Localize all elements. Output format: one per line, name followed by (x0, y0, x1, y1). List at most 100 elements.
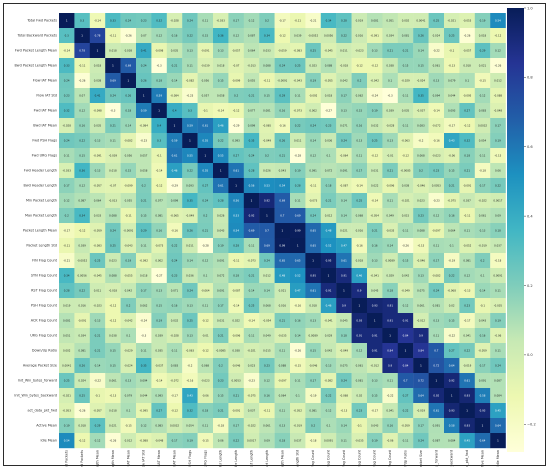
cell-value-label: -0.14 (248, 319, 255, 323)
heatmap-cell (459, 433, 475, 449)
heatmap-cell (274, 43, 291, 59)
heatmap-cell (413, 238, 429, 254)
cell-value-label: -0.028 (63, 124, 72, 128)
heatmap-cell (490, 73, 506, 89)
cell-value-label: -0.1 (357, 424, 362, 428)
cell-value-label: 0.35 (249, 139, 255, 143)
heatmap-cell (74, 328, 90, 344)
heatmap-cell (197, 148, 214, 164)
cell-value-label: -0.097 (432, 229, 441, 233)
cell-value-label: 0.22 (295, 124, 301, 128)
cell-value-label: 0.12 (202, 259, 208, 263)
cell-value-label: 0.22 (495, 184, 501, 188)
heatmap-cell (151, 58, 167, 74)
heatmap-cell (459, 193, 475, 209)
heatmap-cell (336, 28, 352, 44)
heatmap-cell (274, 283, 291, 299)
heatmap-cell (151, 148, 167, 164)
heatmap-cell (367, 13, 383, 29)
heatmap-cell (474, 58, 491, 74)
heatmap-cell (213, 328, 229, 344)
cell-value-label: 0.036 (186, 274, 194, 278)
heatmap-cell (213, 73, 229, 89)
heatmap-cell (166, 28, 183, 44)
cell-value-label: 0.024 (78, 379, 86, 383)
cell-value-label: 0.022 (371, 184, 379, 188)
heatmap-cell (428, 178, 445, 194)
heatmap-cell (274, 268, 291, 284)
heatmap-cell (305, 193, 321, 209)
cell-value-label: 0.25 (187, 319, 193, 323)
cell-value-label: -0.063 (401, 139, 410, 143)
heatmap-cell (166, 253, 183, 269)
heatmap-cell (474, 283, 491, 299)
heatmap-cell (413, 73, 429, 89)
heatmap-cell (351, 433, 368, 449)
cell-value-label: 0.049 (386, 214, 394, 218)
heatmap-cell (351, 148, 368, 164)
heatmap-cell (428, 298, 445, 314)
heatmap-cell (382, 193, 398, 209)
cell-value-label: 0.081 (356, 379, 364, 383)
y-tick-label: Init_Win_bytes_backward (14, 394, 57, 398)
cell-value-label: 0.13 (418, 274, 424, 278)
cell-value-label: -0.075 (247, 394, 256, 398)
cell-value-label: 0.21 (326, 199, 332, 203)
cell-value-label: 0.19 (480, 19, 486, 23)
cell-value-label: -0.14 (433, 109, 440, 113)
heatmap-cell (59, 133, 75, 149)
heatmap-cell (459, 103, 475, 119)
heatmap-cell (74, 418, 90, 434)
cell-value-label: 0.11 (279, 349, 285, 353)
heatmap-cell (397, 283, 414, 299)
cell-value-label: 0.27 (464, 109, 470, 113)
heatmap-cell (305, 373, 321, 389)
heatmap-cell (290, 73, 306, 89)
cell-value-label: -0.013 (109, 199, 118, 203)
heatmap-cell (320, 178, 337, 194)
cell-value-label: -0.049 (401, 289, 410, 293)
cell-value-label: 0.072 (325, 169, 333, 173)
cell-value-label: -0.073 (155, 244, 164, 248)
heatmap-cell (367, 298, 383, 314)
heatmap-cell (105, 118, 121, 134)
cell-value-label: -0.15 (495, 154, 502, 158)
cell-value-label: 0.92 (264, 199, 270, 203)
heatmap-cell (74, 193, 90, 209)
cell-value-label: 1 (266, 214, 268, 218)
y-tick-label: Init_Win_bytes_forward (18, 379, 57, 383)
heatmap-cell (120, 298, 137, 314)
cell-value-label: 0.15 (372, 394, 378, 398)
cell-value-label: 0.17 (172, 439, 178, 443)
heatmap-cell (243, 58, 260, 74)
heatmap-cell (74, 118, 90, 134)
heatmap-cell (474, 268, 491, 284)
cell-value-label: 0.037 (463, 199, 471, 203)
cell-value-label: -0.028 (386, 124, 395, 128)
cell-value-label: -0.046 (417, 184, 426, 188)
cell-value-label: 0.083 (417, 124, 425, 128)
cell-value-label: 0.21 (95, 334, 101, 338)
cell-value-label: -0.21 (310, 19, 317, 23)
heatmap-cell (320, 283, 337, 299)
heatmap-cell (182, 328, 198, 344)
heatmap-cell (136, 28, 152, 44)
cell-value-label: 0.075 (340, 364, 348, 368)
heatmap-cell (243, 373, 260, 389)
cell-value-label: 0.17 (480, 184, 486, 188)
cell-value-label: 0.15 (125, 169, 131, 173)
heatmap-cell (74, 253, 90, 269)
cell-value-label: 0.032 (171, 319, 179, 323)
heatmap-cell (151, 73, 167, 89)
cell-value-label: -0.035 (386, 229, 395, 233)
cell-value-label: -0.082 (324, 379, 333, 383)
heatmap-cell (59, 163, 75, 179)
heatmap-cell (74, 403, 90, 419)
heatmap-cell (228, 238, 244, 254)
cell-value-label: 0.1 (450, 244, 454, 248)
heatmap-cell (490, 133, 506, 149)
cell-value-label: 0.84 (418, 349, 424, 353)
heatmap-cell (490, 103, 506, 119)
heatmap-cell (228, 403, 244, 419)
cell-value-label: 0.088 (109, 274, 117, 278)
